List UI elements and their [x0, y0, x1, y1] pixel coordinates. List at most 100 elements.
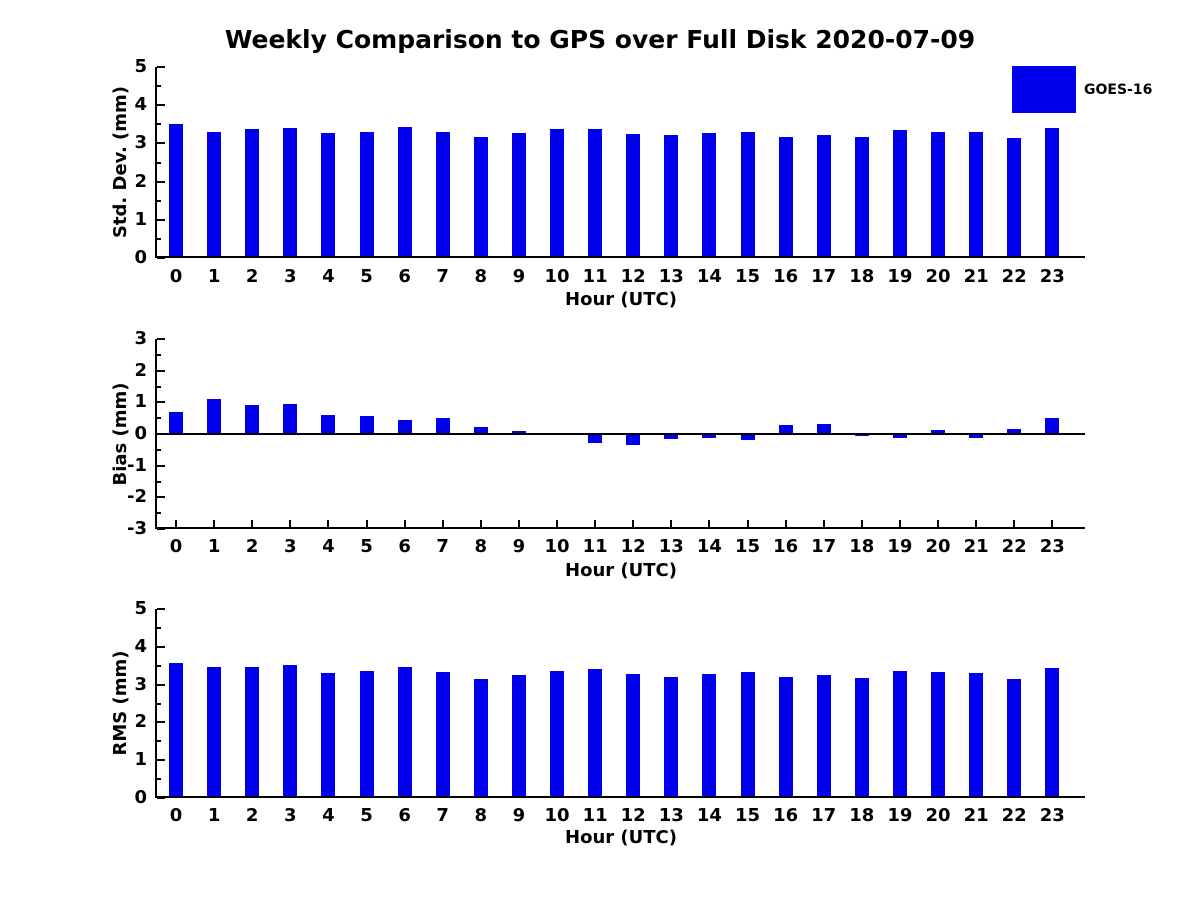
- x-tick-label: 5: [360, 266, 373, 287]
- rms-bar-hour-12: [626, 674, 641, 798]
- y-tick-label: 1: [134, 391, 147, 413]
- x-tick-label: 15: [734, 266, 761, 287]
- rms-bar-hour-15: [740, 672, 755, 798]
- x-major-tick: [594, 520, 597, 529]
- bias-bar-hour-14: [702, 434, 717, 438]
- bias-bar-hour-9: [511, 431, 526, 434]
- x-axis-spine: [155, 527, 1085, 529]
- bias-bar-hour-16: [778, 425, 793, 434]
- rms-bar-hour-17: [816, 675, 831, 798]
- x-tick-label: 2: [245, 536, 259, 557]
- bias-bar-hour-23: [1045, 418, 1060, 434]
- bias-bar-hour-19: [892, 434, 907, 438]
- x-tick-label: 22: [1001, 805, 1027, 826]
- x-major-tick: [213, 520, 216, 529]
- x-tick-label: 20: [925, 805, 951, 826]
- std-dev-bar-hour-9: [511, 133, 526, 258]
- x-tick-label: 23: [1039, 266, 1065, 287]
- x-tick-label: 19: [887, 805, 913, 826]
- x-tick-label: 22: [1001, 266, 1027, 287]
- x-tick-label: 21: [963, 805, 989, 826]
- x-tick-label: 23: [1039, 536, 1065, 557]
- x-major-tick: [327, 520, 330, 529]
- y-tick-label: 1: [134, 208, 147, 230]
- x-tick-label: 21: [963, 536, 989, 557]
- x-major-tick: [1051, 520, 1054, 529]
- x-major-tick: [708, 520, 711, 529]
- y-major-tick: [157, 218, 165, 221]
- rms-bar-hour-23: [1045, 668, 1060, 798]
- x-tick-label: 16: [773, 805, 799, 826]
- x-tick-label: 16: [773, 266, 799, 287]
- x-tick-label: 1: [207, 805, 221, 826]
- x-tick-label: 7: [436, 805, 449, 826]
- x-tick-label: 12: [620, 266, 646, 287]
- x-tick-label: 8: [474, 266, 488, 287]
- x-tick-label: 12: [620, 536, 646, 557]
- rms-bar-hour-4: [321, 673, 336, 798]
- x-tick-label: 8: [474, 805, 488, 826]
- x-major-tick: [403, 520, 406, 529]
- x-tick-label: 9: [512, 805, 526, 826]
- y-minor-tick: [157, 740, 161, 743]
- std-dev-bar-hour-0: [169, 124, 183, 258]
- x-major-tick: [175, 520, 177, 529]
- y-minor-tick: [157, 199, 161, 202]
- y-tick-label: 3: [134, 328, 147, 349]
- x-tick-label: 2: [245, 805, 259, 826]
- rms-bar-hour-7: [435, 672, 450, 798]
- x-tick-label: 22: [1001, 536, 1027, 557]
- x-tick-label: 14: [696, 805, 722, 826]
- x-tick-label: 13: [658, 805, 684, 826]
- rms-bar-hour-13: [664, 677, 679, 798]
- y-tick-label: -2: [127, 486, 147, 508]
- rms-bar-hour-14: [702, 674, 717, 798]
- x-tick-label: 21: [963, 266, 989, 287]
- y-minor-tick: [157, 448, 161, 451]
- x-tick-label: 17: [811, 805, 837, 826]
- bias-bar-hour-22: [1007, 429, 1022, 434]
- rms-bar-hour-11: [588, 669, 603, 798]
- rms-bar-hour-1: [207, 667, 222, 798]
- std-dev-bar-hour-22: [1007, 138, 1022, 258]
- x-tick-label: 8: [474, 536, 488, 557]
- y-minor-tick: [157, 480, 161, 483]
- std-dev-bar-hour-13: [664, 135, 679, 258]
- legend-label: GOES-16: [1084, 81, 1153, 98]
- y-major-tick: [157, 433, 165, 435]
- x-tick-label: 1: [207, 536, 221, 557]
- x-major-tick: [784, 520, 787, 529]
- x-major-tick: [365, 520, 368, 529]
- zero-line: [155, 433, 1085, 435]
- y-minor-tick: [157, 702, 161, 705]
- rms-bar-hour-5: [359, 671, 374, 798]
- std-dev-bar-hour-18: [854, 137, 869, 258]
- bias-bar-hour-20: [931, 430, 945, 434]
- y-axis-spine: [155, 609, 157, 798]
- std-dev-xaxis-label: Hour (UTC): [565, 289, 677, 310]
- x-tick-label: 4: [322, 805, 335, 826]
- x-tick-label: 0: [169, 536, 183, 557]
- std-dev-bar-hour-6: [397, 127, 412, 258]
- x-tick-label: 11: [582, 805, 608, 826]
- bias-bar-hour-4: [321, 415, 336, 434]
- y-axis-spine: [155, 67, 157, 258]
- x-tick-label: 17: [811, 266, 837, 287]
- x-tick-label: 6: [398, 805, 411, 826]
- std-dev-bar-hour-15: [740, 132, 755, 258]
- y-major-tick: [157, 721, 165, 724]
- figure-title: Weekly Comparison to GPS over Full Disk …: [224, 25, 976, 54]
- y-major-tick: [157, 369, 165, 372]
- y-tick-label: 0: [134, 247, 147, 268]
- x-major-tick: [556, 520, 558, 529]
- x-tick-label: 23: [1039, 805, 1065, 826]
- bias-bar-hour-12: [626, 434, 641, 445]
- x-tick-label: 13: [658, 536, 684, 557]
- x-tick-label: 10: [544, 805, 570, 826]
- x-tick-label: 15: [734, 536, 761, 557]
- legend-color-swatch: [1012, 66, 1076, 113]
- x-tick-label: 19: [887, 536, 913, 557]
- std-dev-bar-hour-17: [816, 135, 831, 258]
